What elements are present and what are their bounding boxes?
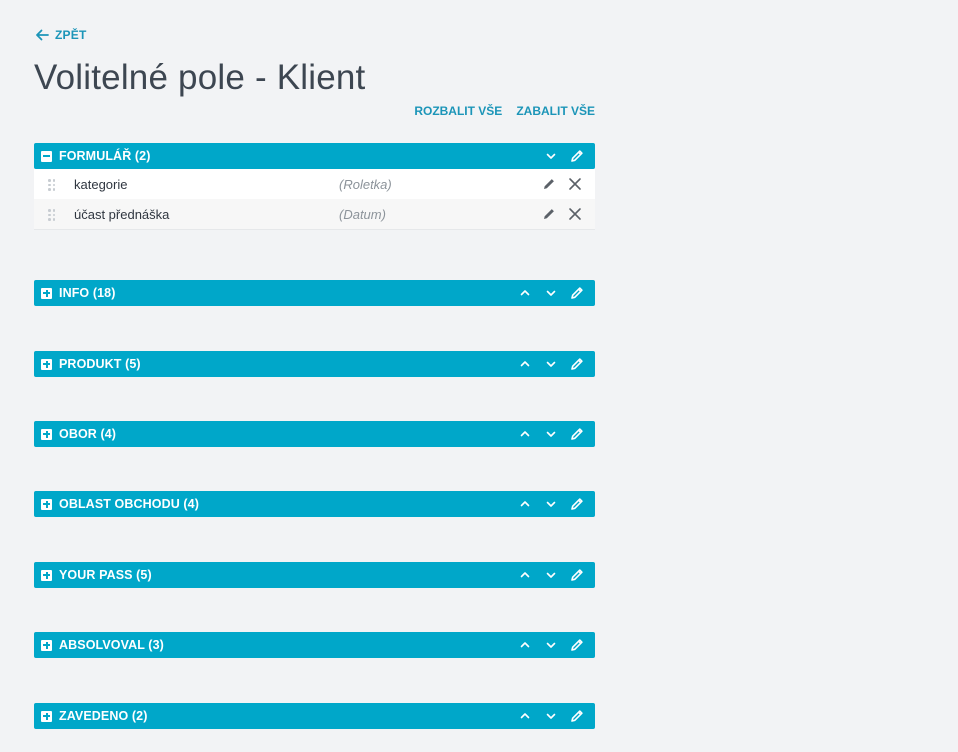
section-header[interactable]: ZAVEDENO (2) — [34, 703, 595, 729]
section-oblast-obchodu: OBLAST OBCHODU (4) — [34, 491, 595, 517]
chevron-up-icon[interactable] — [517, 285, 533, 301]
section-label: PRODUKT (5) — [59, 357, 141, 371]
chevron-down-icon[interactable] — [543, 356, 559, 372]
pencil-icon[interactable] — [569, 637, 585, 653]
field-type: (Roletka) — [339, 176, 392, 192]
chevron-up-icon[interactable] — [517, 637, 533, 653]
chevron-up-icon[interactable] — [517, 708, 533, 724]
collapse-toggle-icon[interactable] — [41, 150, 52, 162]
section-label: ABSOLVOVAL (3) — [59, 638, 164, 652]
pencil-icon[interactable] — [569, 148, 585, 164]
chevron-up-icon[interactable] — [517, 426, 533, 442]
field-row: kategorie (Roletka) — [34, 169, 595, 199]
chevron-down-icon[interactable] — [543, 426, 559, 442]
expand-toggle-icon[interactable] — [41, 428, 52, 440]
section-formular: FORMULÁŘ (2) kategorie (Roletka) — [34, 143, 595, 234]
back-label: ZPĚT — [55, 28, 87, 42]
field-type: (Datum) — [339, 206, 386, 222]
pencil-icon[interactable] — [569, 567, 585, 583]
chevron-down-icon[interactable] — [543, 637, 559, 653]
pencil-icon[interactable] — [541, 176, 557, 192]
chevron-up-icon[interactable] — [517, 567, 533, 583]
field-name: kategorie — [74, 176, 128, 192]
chevron-down-icon[interactable] — [543, 567, 559, 583]
section-header[interactable]: OBOR (4) — [34, 421, 595, 447]
section-header[interactable]: OBLAST OBCHODU (4) — [34, 491, 595, 517]
pencil-icon[interactable] — [569, 285, 585, 301]
expand-toggle-icon[interactable] — [41, 287, 52, 299]
expand-toggle-icon[interactable] — [41, 569, 52, 581]
field-row: účast přednáška (Datum) — [34, 199, 595, 229]
back-link[interactable]: ZPĚT — [35, 28, 86, 42]
section-header[interactable]: FORMULÁŘ (2) — [34, 143, 595, 169]
pencil-icon[interactable] — [569, 708, 585, 724]
expand-all-button[interactable]: ROZBALIT VŠE — [414, 104, 503, 118]
pencil-icon[interactable] — [569, 496, 585, 512]
chevron-up-icon[interactable] — [517, 496, 533, 512]
arrow-left-icon — [36, 29, 49, 41]
expand-toggle-icon[interactable] — [41, 498, 52, 510]
section-header[interactable]: INFO (18) — [34, 280, 595, 306]
section-header[interactable]: PRODUKT (5) — [34, 351, 595, 377]
page-title: Volitelné pole - Klient — [34, 58, 366, 97]
expand-toggle-icon[interactable] — [41, 639, 52, 651]
section-absolvoval: ABSOLVOVAL (3) — [34, 632, 595, 658]
section-produkt: PRODUKT (5) — [34, 351, 595, 377]
chevron-down-icon[interactable] — [543, 285, 559, 301]
list-footer — [34, 229, 595, 234]
section-label: ZAVEDENO (2) — [59, 709, 148, 723]
section-label: FORMULÁŘ (2) — [59, 149, 151, 163]
chevron-down-icon[interactable] — [543, 496, 559, 512]
section-zavedeno: ZAVEDENO (2) — [34, 703, 595, 729]
drag-handle-icon[interactable] — [48, 209, 56, 221]
section-your-pass: YOUR PASS (5) — [34, 562, 595, 588]
section-info: INFO (18) — [34, 280, 595, 306]
section-header[interactable]: YOUR PASS (5) — [34, 562, 595, 588]
toolbar: ROZBALIT VŠE ZABALIT VŠE — [34, 104, 595, 118]
pencil-icon[interactable] — [569, 356, 585, 372]
chevron-down-icon[interactable] — [543, 708, 559, 724]
field-name: účast přednáška — [74, 206, 170, 222]
section-header[interactable]: ABSOLVOVAL (3) — [34, 632, 595, 658]
section-label: INFO (18) — [59, 286, 116, 300]
pencil-icon[interactable] — [541, 206, 557, 222]
expand-toggle-icon[interactable] — [41, 358, 52, 370]
close-icon[interactable] — [567, 206, 583, 222]
section-obor: OBOR (4) — [34, 421, 595, 447]
section-label: YOUR PASS (5) — [59, 568, 152, 582]
collapse-all-button[interactable]: ZABALIT VŠE — [516, 104, 595, 118]
section-label: OBLAST OBCHODU (4) — [59, 497, 199, 511]
section-label: OBOR (4) — [59, 427, 117, 441]
pencil-icon[interactable] — [569, 426, 585, 442]
chevron-down-icon[interactable] — [543, 148, 559, 164]
drag-handle-icon[interactable] — [48, 179, 56, 191]
expand-toggle-icon[interactable] — [41, 710, 52, 722]
field-list: kategorie (Roletka) účast přednáška (Dat… — [34, 169, 595, 234]
chevron-up-icon[interactable] — [517, 356, 533, 372]
close-icon[interactable] — [567, 176, 583, 192]
